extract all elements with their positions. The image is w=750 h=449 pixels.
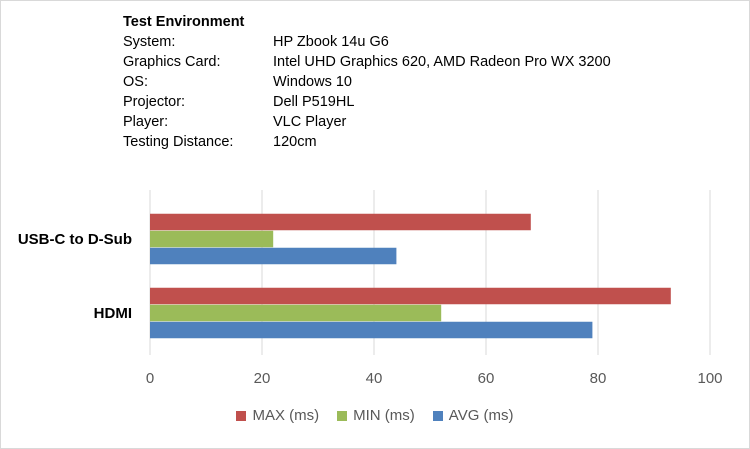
legend-label: MAX (ms) <box>252 407 320 424</box>
env-value: Dell P519HL <box>273 94 355 110</box>
env-value: Intel UHD Graphics 620, AMD Radeon Pro W… <box>273 54 611 70</box>
legend-swatch <box>337 410 348 421</box>
env-value: Windows 10 <box>273 74 352 90</box>
legend-item: AVG (ms) <box>432 407 514 424</box>
env-row-os: OS: Windows 10 <box>123 72 611 92</box>
env-row-player: Player: VLC Player <box>123 112 611 132</box>
legend-swatch <box>432 410 443 421</box>
category-label: USB-C to D-Sub <box>18 231 132 248</box>
bar-avg-1 <box>150 321 593 339</box>
x-tick-label: 80 <box>590 370 607 387</box>
env-value: VLC Player <box>273 114 347 130</box>
x-tick-label: 60 <box>478 370 495 387</box>
env-value: HP Zbook 14u G6 <box>273 34 389 50</box>
category-labels: USB-C to D-Sub HDMI <box>18 231 132 322</box>
environment-title: Test Environment <box>123 14 245 30</box>
test-environment-panel: Test Environment System: HP Zbook 14u G6… <box>123 12 611 152</box>
x-tick-label: 0 <box>146 370 154 387</box>
bar-avg-0 <box>150 247 397 265</box>
env-label: Player: <box>123 114 169 130</box>
x-tick-labels: 0 20 40 60 80 100 <box>146 370 723 387</box>
legend-label: AVG (ms) <box>448 407 514 424</box>
env-row-graphics-card: Graphics Card: Intel UHD Graphics 620, A… <box>123 52 611 72</box>
env-row-testing-distance: Testing Distance: 120cm <box>123 132 611 152</box>
category-label: HDMI <box>94 305 132 322</box>
legend-item: MAX (ms) <box>236 407 319 424</box>
bar-max-1 <box>150 287 671 305</box>
legend-label: MIN (ms) <box>353 407 415 424</box>
env-row-system: System: HP Zbook 14u G6 <box>123 32 611 52</box>
env-label: Projector: <box>123 94 186 110</box>
env-label: Testing Distance: <box>123 134 234 150</box>
x-tick-label: 100 <box>697 370 722 387</box>
bar-min-0 <box>150 230 274 248</box>
legend-swatch <box>236 410 247 421</box>
bar-min-1 <box>150 304 442 322</box>
env-row-projector: Projector: Dell P519HL <box>123 92 611 112</box>
bar-max-0 <box>150 213 531 231</box>
legend-item: MIN (ms) <box>337 407 415 424</box>
env-value: 120cm <box>273 134 317 150</box>
bars <box>150 213 671 339</box>
env-label: System: <box>123 34 176 50</box>
env-label: OS: <box>123 74 148 90</box>
x-tick-label: 20 <box>254 370 271 387</box>
legend: MAX (ms) MIN (ms) AVG (ms) <box>0 407 750 424</box>
env-label: Graphics Card: <box>123 54 221 70</box>
x-tick-label: 40 <box>366 370 383 387</box>
